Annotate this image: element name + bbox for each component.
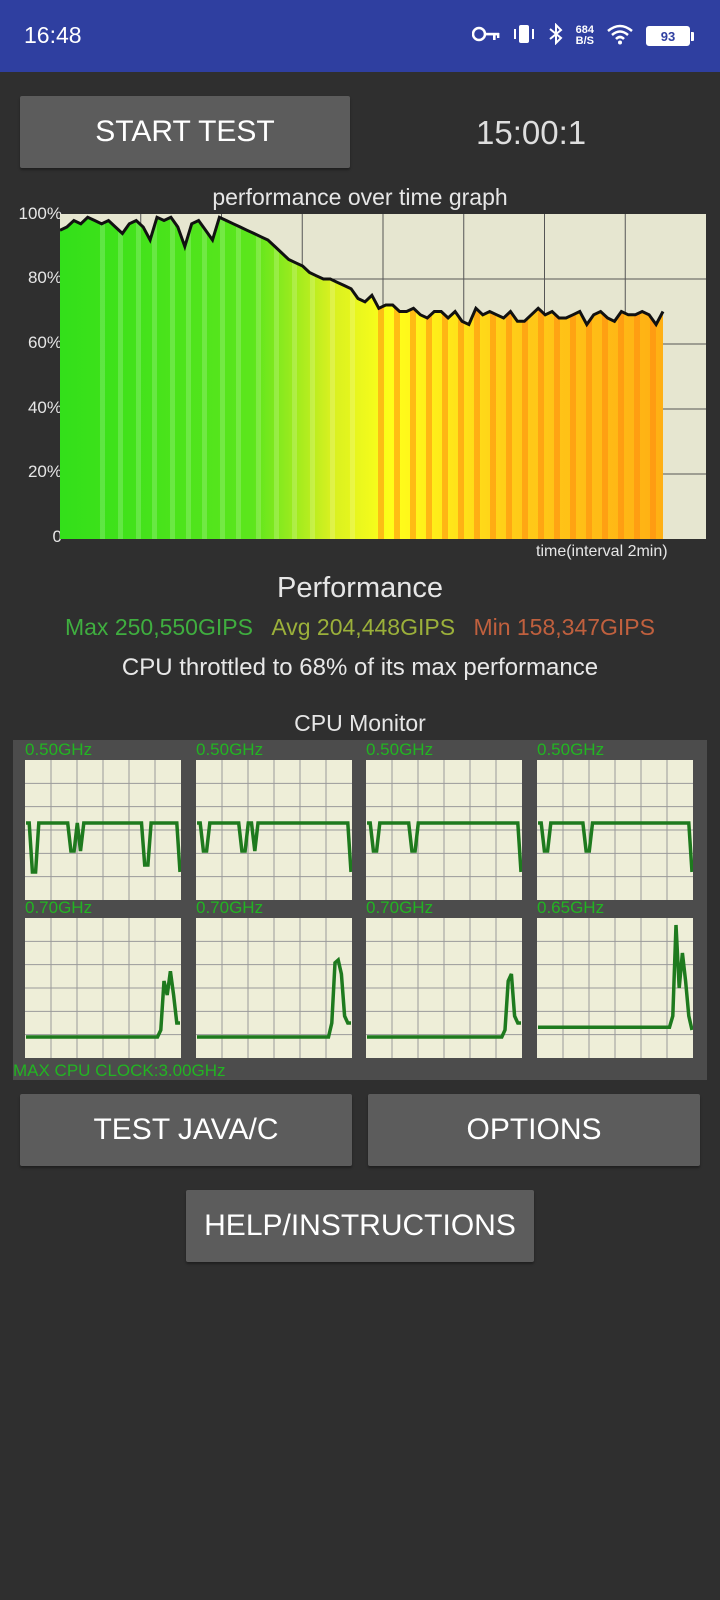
graph-stripe [274, 217, 279, 539]
bluetooth-icon [548, 22, 564, 50]
vibrate-icon [512, 23, 536, 50]
performance-area [60, 217, 663, 539]
status-time: 16:48 [24, 22, 82, 48]
y-tick-0: 0 [52, 527, 62, 546]
core-graph-5 [196, 918, 352, 1058]
perf-graph-title: performance over time graph [212, 184, 508, 210]
max-gips: Max 250,550GIPS [64, 614, 253, 640]
throttle-text: CPU throttled to 68% of its max performa… [121, 654, 599, 681]
y-tick-40: 40% [27, 398, 62, 417]
graph-stripe [236, 217, 241, 539]
graph-stripe [602, 217, 608, 539]
core-graph-2 [366, 760, 522, 900]
core-freq-line [197, 956, 351, 1039]
graph-stripe [330, 217, 335, 539]
min-gips: Min 158,347GIPS [473, 614, 655, 640]
graph-stripe [310, 217, 315, 539]
max-cpu-clock: MAX CPU CLOCK:3.00GHz [13, 1061, 226, 1080]
core-freq-line [197, 821, 352, 873]
test-timer: 15:00:1 [476, 114, 587, 151]
graph-fill [60, 217, 663, 539]
core-freq-line [538, 821, 693, 873]
graph-stripe [650, 217, 656, 539]
graph-stripe [634, 217, 640, 539]
graph-stripe [618, 217, 624, 539]
performance-graph [60, 214, 706, 539]
y-tick-60: 60% [27, 333, 62, 352]
graph-stripe [442, 217, 448, 539]
battery-tip [691, 31, 694, 41]
graph-stripe [170, 217, 175, 539]
graph-stripe [522, 217, 528, 539]
y-tick-20: 20% [27, 462, 62, 481]
core-freq-line [367, 973, 521, 1039]
graph-stripe [410, 217, 416, 539]
graph-stripe [378, 217, 384, 539]
graph-stripe [506, 217, 512, 539]
cpu-monitor-panel: MAX CPU CLOCK:3.00GHz 0.50GHz 0.50GHz 0.50… [13, 740, 707, 1080]
graph-stripe [394, 217, 400, 539]
core-freq-7: 0.65GHz [537, 898, 605, 917]
core-freq-0: 0.50GHz [25, 740, 93, 759]
graph-stripes [100, 217, 656, 539]
graph-stripe [554, 217, 560, 539]
performance-title: Performance [276, 572, 443, 604]
x-axis-label: time(interval 2min) [536, 543, 668, 560]
graph-stripe [118, 217, 123, 539]
core-freq-line [367, 821, 522, 873]
test-java-c-button[interactable]: TEST JAVA/C [20, 1094, 352, 1166]
core-graph-7 [537, 918, 693, 1058]
core-freq-6: 0.70GHz [366, 898, 434, 917]
core-graph-6 [366, 918, 522, 1058]
graph-stripe [490, 217, 496, 539]
graph-stripe [292, 217, 297, 539]
core-freq-line [538, 924, 693, 1031]
core-graph-1 [196, 760, 352, 900]
graph-stripe [474, 217, 480, 539]
options-button[interactable]: OPTIONS [368, 1094, 700, 1166]
avg-gips: Avg 204,448GIPS [271, 614, 456, 640]
core-graph-3 [537, 760, 693, 900]
graph-stripe [458, 217, 464, 539]
core-freq-line [26, 821, 181, 874]
core-freq-1: 0.50GHz [196, 740, 264, 759]
network-speed: 684 B/S [576, 25, 594, 47]
graph-stripe [152, 217, 157, 539]
graph-stripe [538, 217, 544, 539]
core-freq-line [26, 970, 180, 1039]
help-instructions-button[interactable]: HELP/INSTRUCTIONS [186, 1190, 534, 1262]
graph-stripe [350, 217, 355, 539]
status-bar: 16:48 684 B/S 93 [0, 0, 720, 72]
network-speed-value: 684 [575, 24, 594, 36]
core-freq-3: 0.50GHz [537, 740, 605, 759]
key-icon [471, 25, 500, 48]
graph-stripe [100, 217, 105, 539]
start-test-button[interactable]: START TEST [20, 96, 350, 168]
graph-stripe [220, 217, 225, 539]
graph-stripe [426, 217, 432, 539]
core-freq-4: 0.70GHz [25, 898, 93, 917]
performance-line [60, 215, 665, 328]
status-icons: 684 B/S 93 [471, 20, 694, 52]
graph-stripe [202, 217, 207, 539]
battery-icon: 93 [646, 26, 694, 46]
battery-level: 93 [646, 26, 690, 46]
graph-stripe [570, 217, 576, 539]
graph-stripe [586, 217, 592, 539]
core-graph-4 [25, 918, 181, 1058]
graph-stripe [136, 217, 141, 539]
network-speed-unit: B/S [575, 35, 594, 47]
performance-stats: Max 250,550GIPS Avg 204,448GIPS Min 158,… [0, 614, 720, 641]
core-graph-0 [25, 760, 181, 900]
y-tick-80: 80% [27, 268, 62, 287]
y-tick-100: 100% [18, 204, 62, 223]
wifi-icon [606, 23, 634, 50]
core-freq-2: 0.50GHz [366, 740, 434, 759]
graph-stripe [186, 217, 191, 539]
cpu-monitor-title: CPU Monitor [294, 710, 426, 736]
graph-stripe [256, 217, 261, 539]
core-freq-5: 0.70GHz [196, 898, 264, 917]
